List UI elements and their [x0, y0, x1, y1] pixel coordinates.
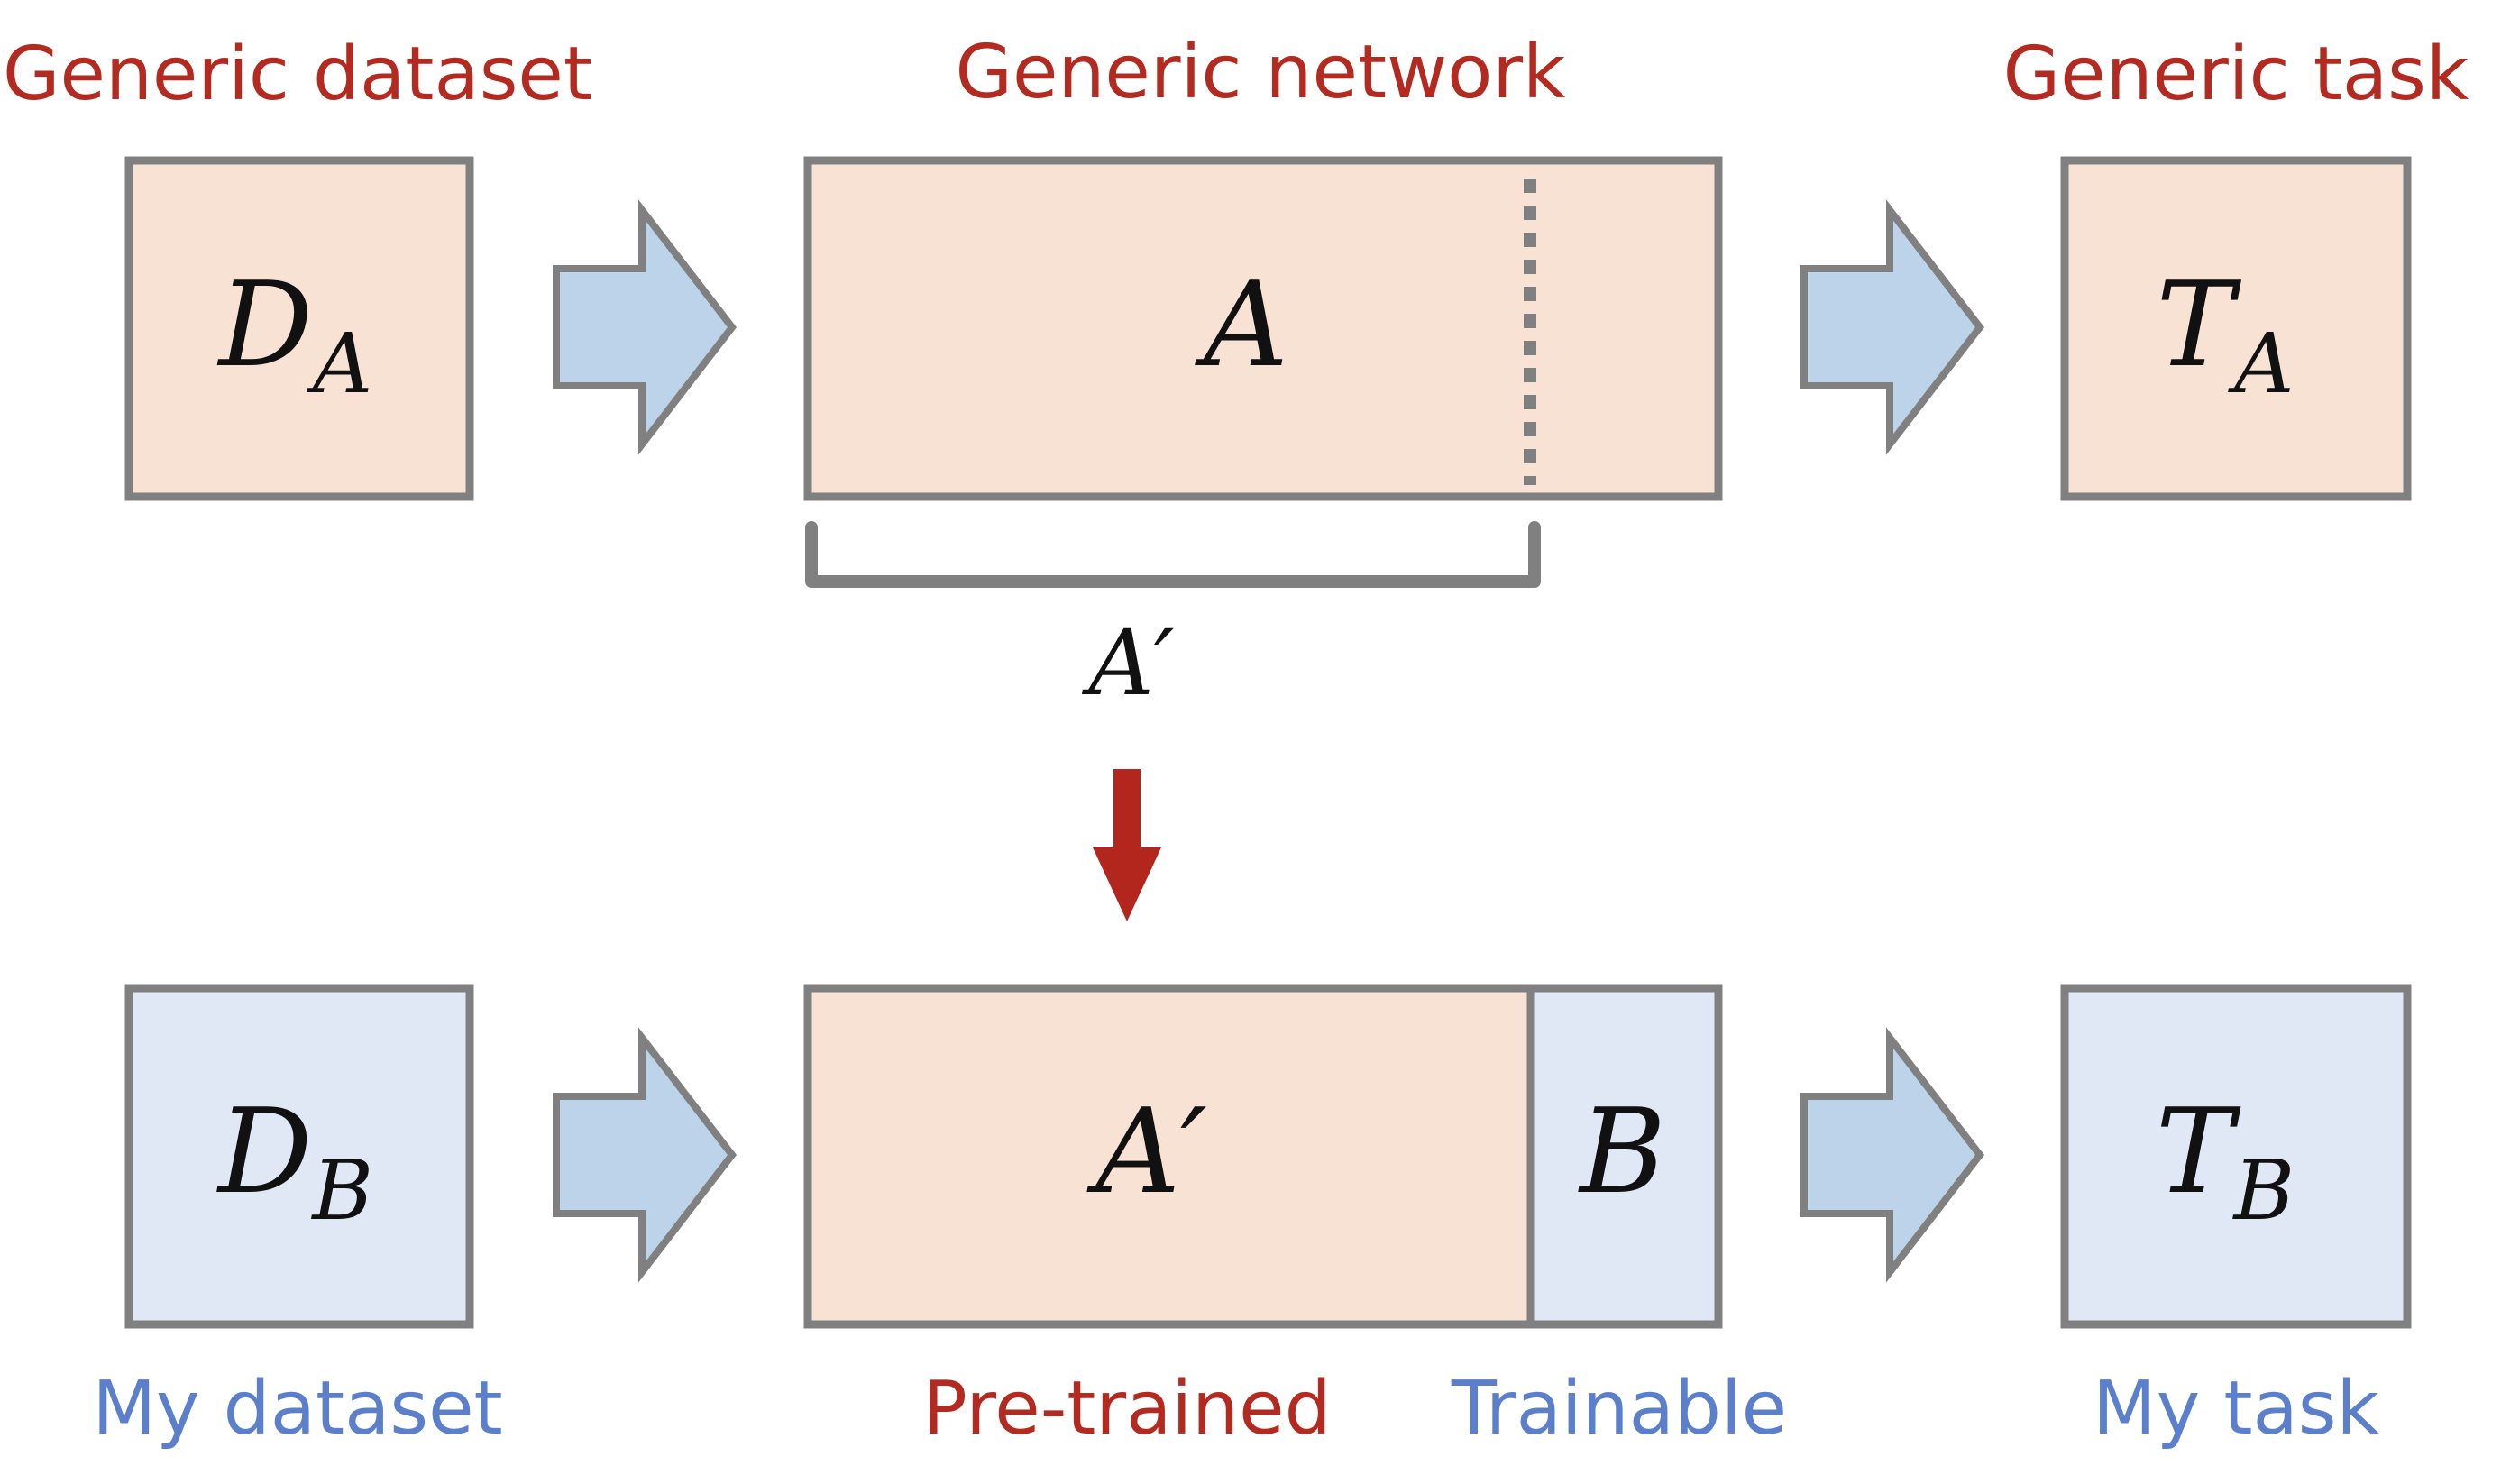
my-network-box-outline — [803, 984, 1723, 1329]
generic-network-box — [803, 156, 1723, 501]
caption-generic-dataset: Generic dataset — [3, 32, 592, 117]
my-task-box — [2060, 984, 2412, 1329]
symbol-network-a-prime: A′ — [1086, 1083, 1206, 1220]
symbol-t-b: TB — [2156, 1083, 2295, 1239]
caption-my-dataset: My dataset — [92, 1366, 502, 1452]
top-arrow-network-to-task — [1800, 199, 1985, 455]
caption-pre-trained: Pre-trained — [922, 1366, 1331, 1452]
my-dataset-box — [124, 984, 474, 1329]
top-arrow-dataset-to-network — [553, 199, 737, 455]
symbol-d-a: DA — [217, 256, 373, 412]
symbol-t-a: TA — [2156, 256, 2294, 412]
pretrained-part-box — [808, 988, 1531, 1324]
symbol-d-b: DB — [216, 1083, 373, 1239]
transfer-arrow — [1093, 769, 1161, 921]
symbol-network-a: A — [1195, 256, 1288, 393]
bottom-arrow-network-to-task — [1800, 1027, 1985, 1283]
bracket-label-a-prime: A′ — [1082, 610, 1175, 716]
caption-my-task: My task — [2093, 1366, 2379, 1452]
pretrained-layers-bracket — [805, 521, 1541, 588]
generic-dataset-box — [124, 156, 474, 501]
trainable-part-box — [1531, 988, 1718, 1324]
generic-task-box — [2060, 156, 2412, 501]
symbol-network-b: B — [1578, 1083, 1666, 1220]
caption-trainable: Trainable — [1451, 1366, 1787, 1452]
caption-generic-task: Generic task — [2003, 32, 2469, 117]
bottom-arrow-dataset-to-network — [553, 1027, 737, 1283]
caption-generic-network: Generic network — [955, 30, 1566, 115]
